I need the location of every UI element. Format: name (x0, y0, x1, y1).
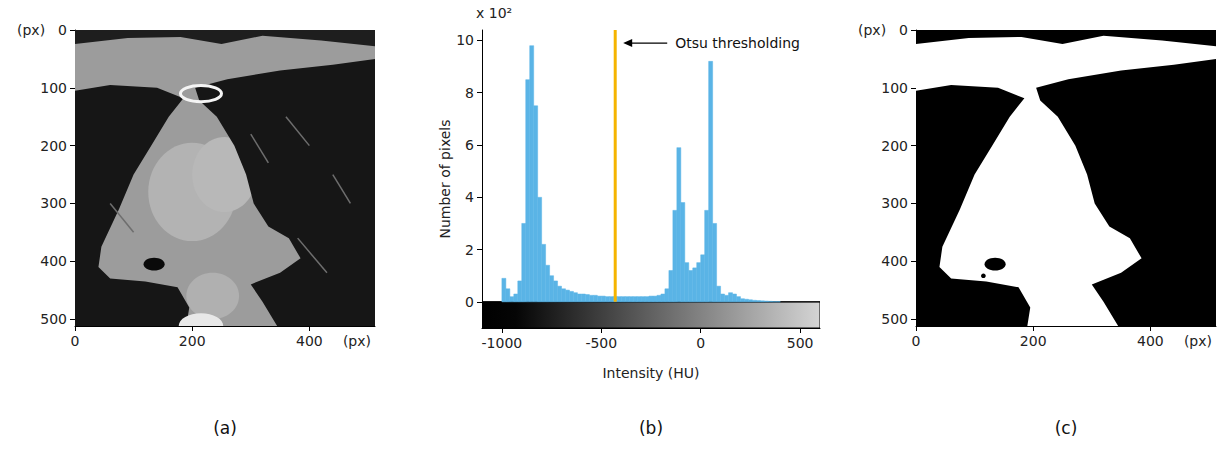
svg-text:x 10²: x 10² (476, 5, 512, 21)
svg-text:6: 6 (465, 137, 474, 153)
svg-text:400: 400 (296, 333, 323, 349)
svg-text:500: 500 (881, 311, 908, 327)
svg-text:400: 400 (1137, 333, 1164, 349)
svg-text:300: 300 (881, 195, 908, 211)
svg-text:2: 2 (465, 242, 474, 258)
svg-text:500: 500 (787, 335, 814, 351)
svg-text:200: 200 (881, 138, 908, 154)
svg-text:(px): (px) (343, 333, 371, 349)
svg-text:200: 200 (40, 138, 67, 154)
svg-text:200: 200 (1020, 333, 1047, 349)
svg-text:(px): (px) (17, 22, 45, 38)
svg-text:-500: -500 (585, 335, 617, 351)
svg-text:300: 300 (40, 195, 67, 211)
svg-text:Otsu thresholding: Otsu thresholding (675, 35, 800, 51)
svg-text:0: 0 (465, 294, 474, 310)
svg-text:(c): (c) (1055, 418, 1078, 438)
svg-text:0: 0 (71, 333, 80, 349)
svg-text:8: 8 (465, 85, 474, 101)
svg-text:4: 4 (465, 189, 474, 205)
svg-text:(b): (b) (639, 418, 663, 438)
svg-text:0: 0 (696, 335, 705, 351)
svg-text:100: 100 (881, 80, 908, 96)
svg-text:Number of pixels: Number of pixels (437, 119, 453, 238)
svg-text:10: 10 (456, 32, 474, 48)
svg-text:(a): (a) (213, 418, 237, 438)
svg-text:100: 100 (40, 80, 67, 96)
svg-text:0: 0 (899, 22, 908, 38)
svg-text:200: 200 (179, 333, 206, 349)
svg-text:0: 0 (58, 22, 67, 38)
svg-text:400: 400 (881, 253, 908, 269)
svg-text:0: 0 (912, 333, 921, 349)
svg-text:500: 500 (40, 311, 67, 327)
svg-text:400: 400 (40, 253, 67, 269)
svg-text:-1000: -1000 (482, 335, 523, 351)
svg-text:(px): (px) (858, 22, 886, 38)
svg-text:Intensity (HU): Intensity (HU) (602, 365, 699, 381)
svg-text:(px): (px) (1184, 333, 1212, 349)
